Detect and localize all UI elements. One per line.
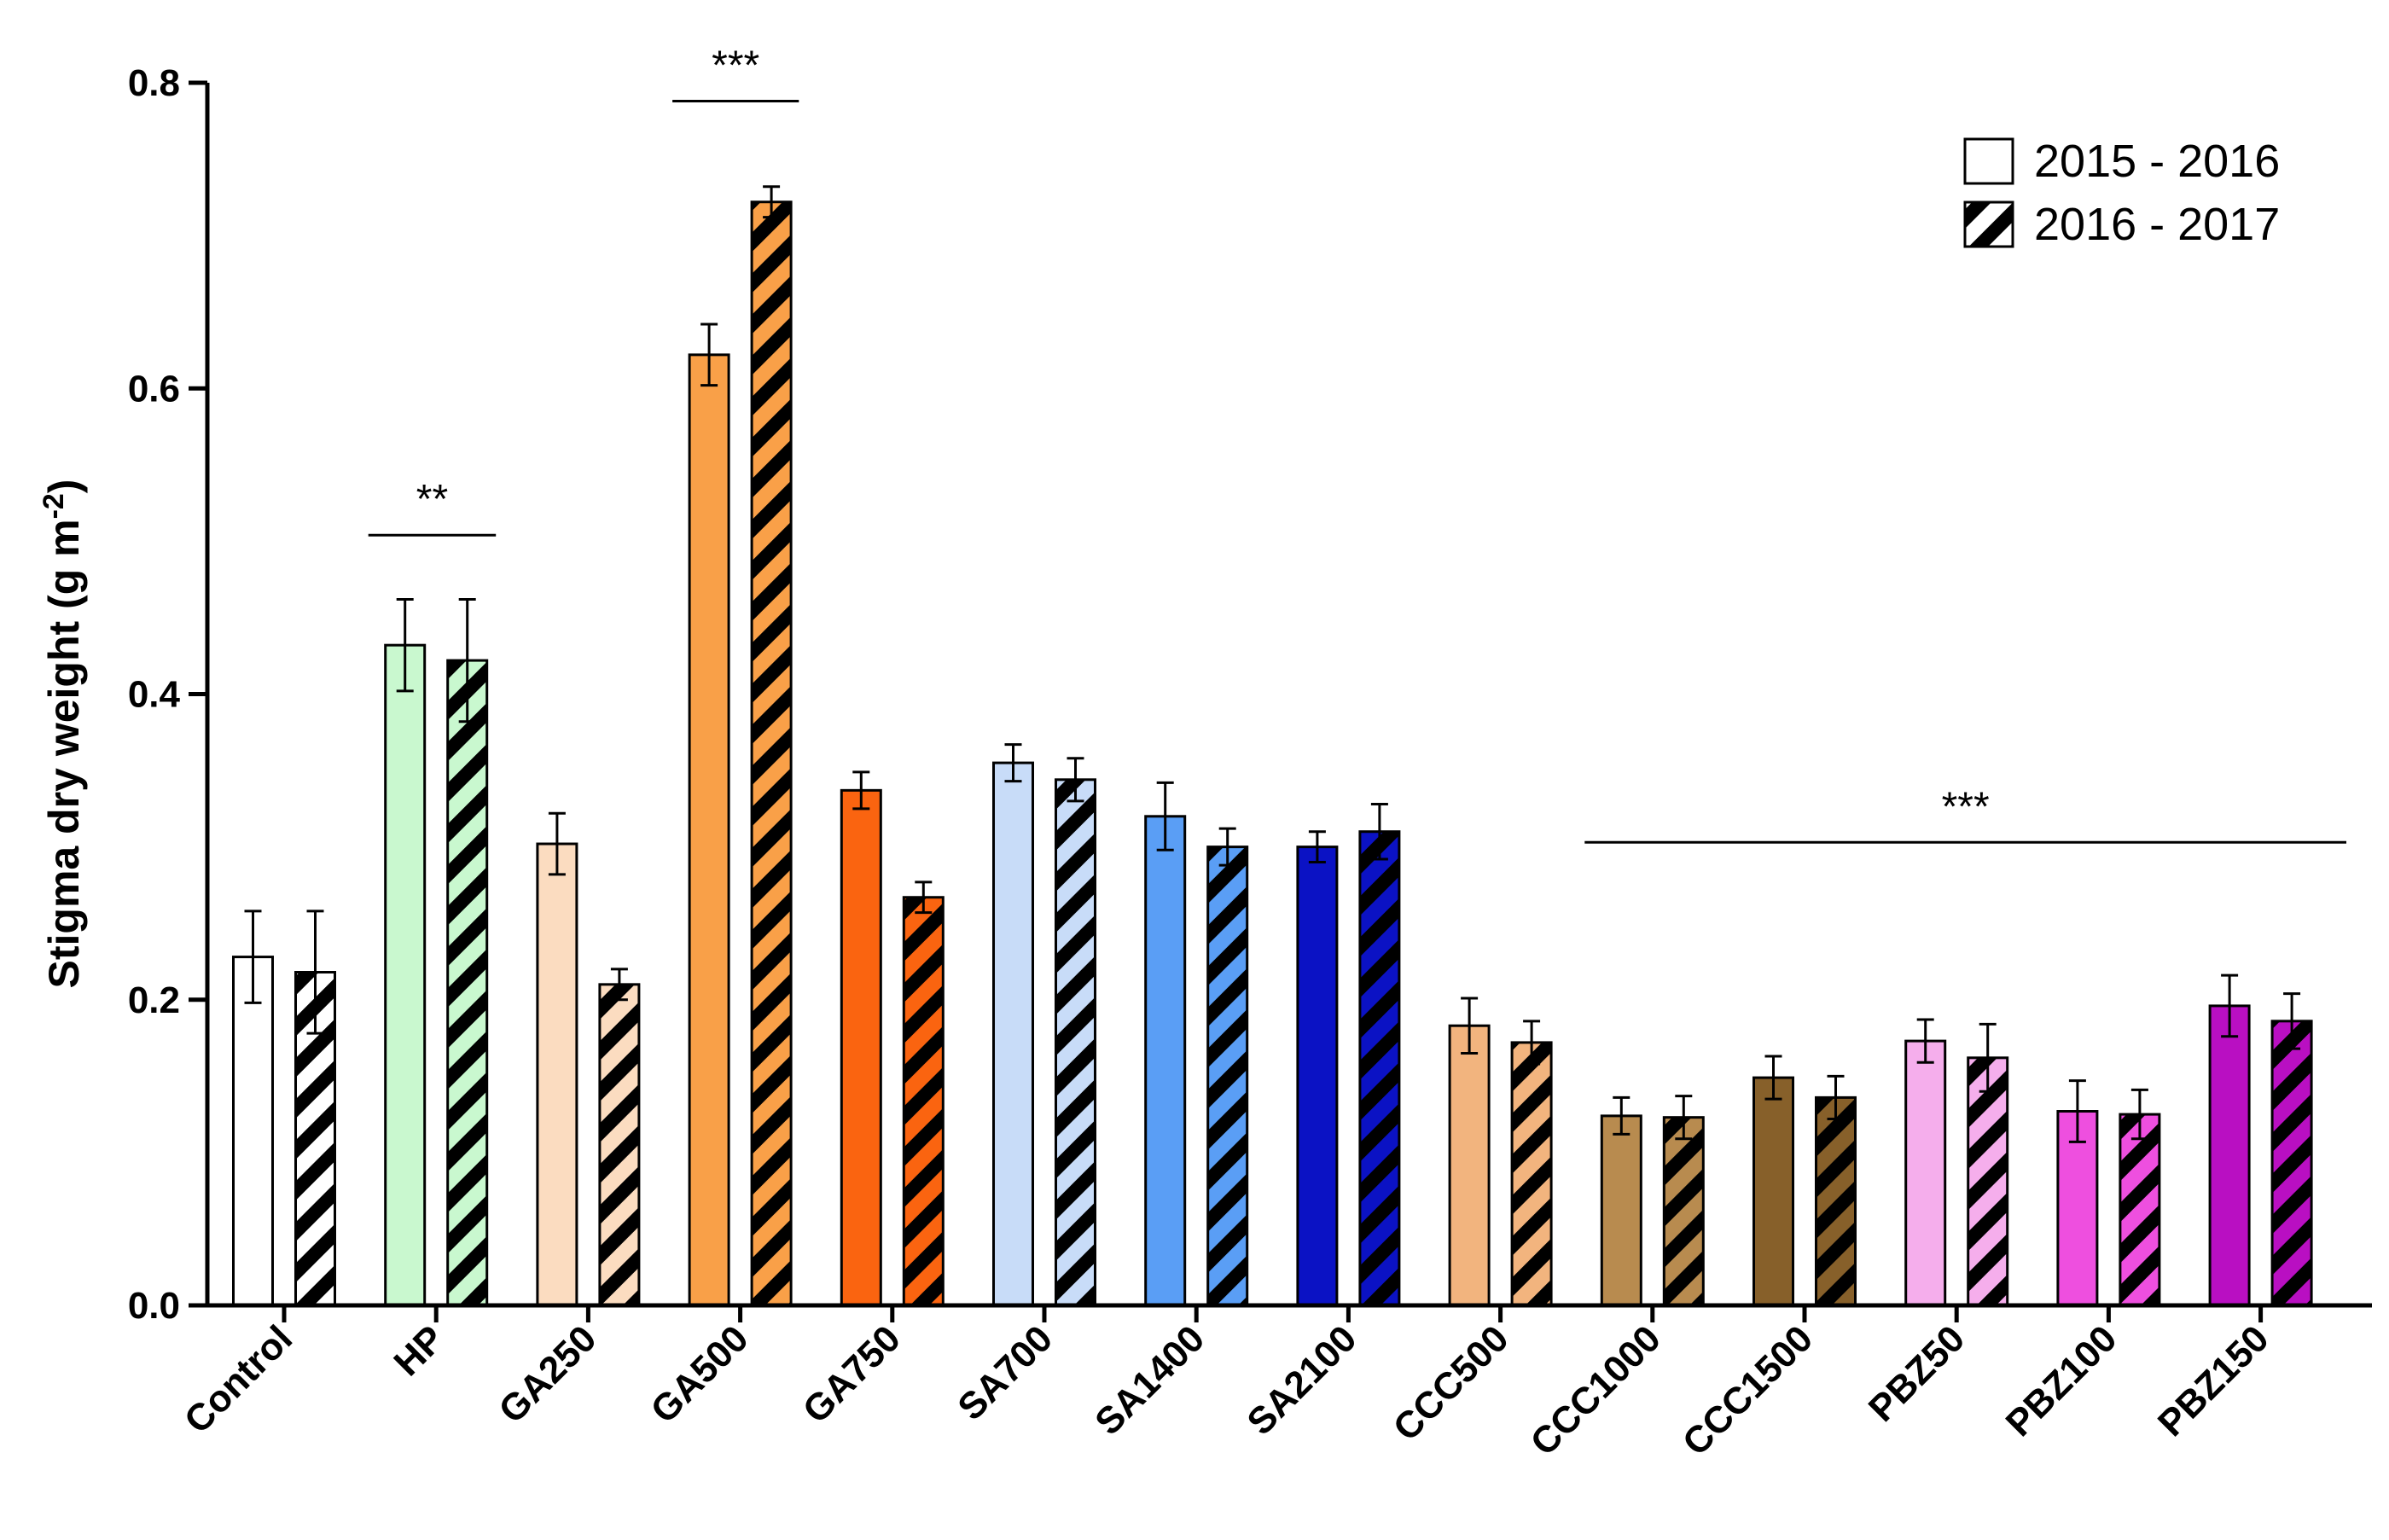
- bar-pbz150-2015-2016-fill: [2210, 1005, 2250, 1305]
- bar-ccc1500-2016-2017-hatch: [1816, 1097, 1856, 1305]
- x-tick-label-hp: HP: [386, 1317, 452, 1384]
- x-tick-label-ga250: GA250: [491, 1317, 604, 1431]
- bar-ccc1000-2015-2016-fill: [1601, 1115, 1642, 1305]
- x-tick-label-control: Control: [177, 1317, 300, 1441]
- bar-ccc500-2016-2017-hatch: [1512, 1042, 1552, 1305]
- bar-sa700-2015-2016-fill: [993, 763, 1033, 1305]
- y-tick-label-4: 0.8: [128, 62, 180, 104]
- x-tick-label-sa2100: SA2100: [1239, 1317, 1364, 1443]
- bar-pbz50-2015-2016-fill: [1905, 1041, 1945, 1305]
- bar-ga750-2015-2016-fill: [841, 790, 881, 1305]
- legend-swatch-2015-2016: [1963, 137, 2014, 185]
- y-tick-label-0: 0.0: [128, 1285, 180, 1327]
- x-tick-label-ccc1500: CCC1500: [1675, 1317, 1821, 1463]
- bar-pbz100-2016-2017-hatch: [2119, 1114, 2159, 1305]
- x-tick-label-pbz150: PBZ150: [2150, 1317, 2277, 1444]
- bar-sa700-2016-2017-hatch: [1055, 779, 1096, 1305]
- bar-ccc1500-2015-2016-fill: [1753, 1078, 1793, 1305]
- bar-pbz100-2015-2016-fill: [2057, 1111, 2097, 1305]
- significance-label-2: ***: [1942, 784, 1990, 829]
- bar-ccc1000-2016-2017-hatch: [1664, 1117, 1704, 1305]
- y-axis-title-text: Stigma dry weight (g m: [40, 519, 88, 988]
- x-tick-label-ga750: GA750: [795, 1317, 909, 1431]
- x-tick-label-ccc1000: CCC1000: [1523, 1317, 1669, 1463]
- bar-pbz50-2016-2017-hatch: [1968, 1057, 2008, 1305]
- y-tick-label-1: 0.2: [128, 979, 180, 1021]
- bar-ga250-2015-2016-fill: [537, 844, 577, 1305]
- x-tick-label-sa1400: SA1400: [1087, 1317, 1212, 1443]
- significance-label-0: **: [416, 477, 448, 522]
- bar-ga750-2016-2017-hatch: [904, 897, 944, 1305]
- x-tick-label-ccc500: CCC500: [1386, 1317, 1517, 1449]
- bar-sa2100-2015-2016-fill: [1297, 846, 1337, 1305]
- bar-ga250-2016-2017-hatch: [599, 984, 639, 1305]
- legend-label-2015-2016: 2015 - 2016: [2034, 136, 2280, 187]
- legend-swatch-2016-2017: [1963, 200, 2014, 248]
- y-axis-title: Stigma dry weight (g m-2): [38, 479, 88, 989]
- bar-pbz150-2016-2017-hatch: [2272, 1020, 2312, 1305]
- legend-label-2016-2017: 2016 - 2017: [2034, 199, 2280, 250]
- legend: 2015 - 2016 2016 - 2017: [1963, 136, 2280, 250]
- x-tick-label-sa700: SA700: [950, 1317, 1061, 1428]
- y-tick-label-2: 0.4: [128, 674, 181, 716]
- bar-ga500-2015-2016-fill: [689, 354, 729, 1305]
- x-tick-label-pbz100: PBZ100: [1998, 1317, 2125, 1444]
- bar-ccc500-2015-2016-fill: [1450, 1026, 1490, 1305]
- bar-sa2100-2016-2017-hatch: [1359, 831, 1399, 1305]
- bars-layer: [232, 185, 2313, 1307]
- y-axis-title-suffix: ): [40, 479, 88, 494]
- significance-annotations: ********: [368, 43, 2346, 844]
- significance-label-1: ***: [712, 43, 759, 88]
- bar-hp-2016-2017-hatch: [447, 660, 487, 1305]
- bar-ga500-2016-2017-hatch: [752, 201, 792, 1305]
- y-tick-label-3: 0.6: [128, 368, 180, 410]
- x-tick-label-pbz50: PBZ50: [1861, 1317, 1973, 1429]
- bar-hp-2015-2016-fill: [385, 645, 425, 1305]
- bar-control-2015-2016-fill: [233, 956, 273, 1305]
- y-axis-title-exponent: -2: [38, 493, 70, 519]
- bar-sa1400-2016-2017-hatch: [1207, 846, 1247, 1305]
- bar-sa1400-2015-2016-fill: [1145, 816, 1185, 1305]
- x-tick-label-ga500: GA500: [642, 1317, 756, 1431]
